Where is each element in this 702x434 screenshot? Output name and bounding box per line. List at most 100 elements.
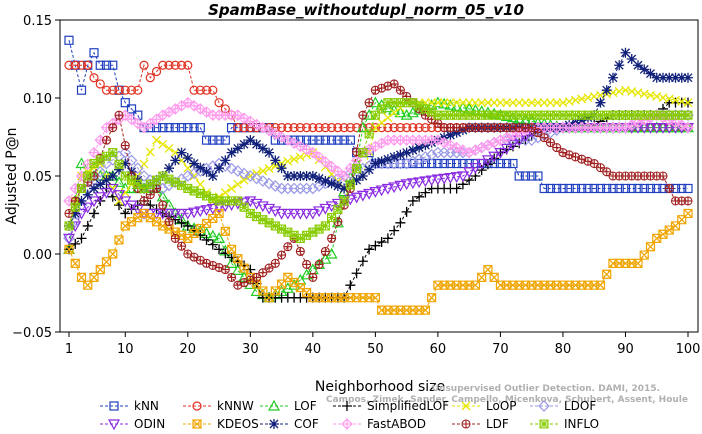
data-point-cof [639,64,650,75]
data-point-knnw [233,123,243,133]
y-tick-label: 0.15 [23,14,52,29]
data-point-knnw [308,123,318,133]
data-point-kdeos [602,269,612,279]
x-tick-label: 40 [305,342,322,357]
series-fastabod [63,96,694,207]
data-point-knnw [176,60,187,70]
data-point-inflo [245,208,255,218]
data-point-knnw [389,123,399,133]
legend-item-cof: COF [260,417,319,431]
data-point-cof [576,115,587,126]
data-point-inflo [345,180,355,190]
data-point-kdeos [477,272,487,282]
data-point-simplifiedlof [414,191,425,202]
data-point-simplifiedlof [145,200,156,211]
data-point-knn [545,183,556,194]
data-point-cof [364,164,375,175]
data-point-cof [307,171,318,181]
data-point-knnw [214,98,224,108]
data-point-lof [325,247,338,259]
data-point-knn [158,123,168,133]
data-point-ldof [682,109,694,122]
legend-marker-fastabod [341,418,353,430]
data-point-knn [620,183,631,194]
data-point-fastabod [182,96,194,109]
data-point-cof [214,163,225,174]
data-point-ldf [533,128,543,138]
data-point-fastabod [238,112,250,125]
data-point-cof [332,180,343,191]
data-point-fastabod [300,143,313,156]
data-point-ldf [545,138,555,148]
data-point-knn [76,85,87,95]
data-point-inflo [427,107,437,117]
legend-marker-inflo [539,419,549,429]
data-point-ldof [181,170,194,182]
data-point-knnw [70,60,80,70]
data-point-cof [70,208,81,219]
data-point-ldf [552,143,562,153]
data-point-inflo [264,218,274,228]
data-point-inflo [295,233,305,243]
data-point-inflo [176,180,187,190]
data-point-knn [458,158,468,169]
y-axis-ticks: −0.05 0.00 0.05 0.10 0.15 [12,14,60,341]
data-point-loop [377,118,387,128]
data-point-ldf [308,272,318,282]
data-point-knnw [76,60,87,70]
data-point-knn [639,183,649,194]
data-point-cof [407,145,418,156]
data-point-odin [475,158,488,170]
data-point-knnw [170,60,180,70]
data-point-odin [294,208,307,220]
data-point-knn [608,183,618,194]
legend-item-knn: kNN [100,399,159,413]
data-point-knnw [164,60,174,70]
data-point-loop [508,98,518,108]
data-point-ldf [114,110,124,120]
data-point-fastabod [257,121,269,134]
data-point-inflo [420,104,430,114]
data-point-kdeos [427,293,437,303]
data-point-fastabod [200,106,213,118]
data-point-loop [389,108,399,118]
data-point-fastabod [319,156,332,168]
data-point-odin [438,173,451,185]
data-point-cof [201,166,212,177]
data-point-loop [145,147,155,157]
data-point-ldf [170,233,180,243]
data-point-ldof [263,177,275,190]
data-point-inflo [164,174,174,184]
data-point-ldf [314,259,324,269]
data-point-cof [445,130,456,141]
data-point-inflo [158,171,168,181]
data-point-knn [602,183,612,194]
data-point-cof [82,189,93,200]
data-point-inflo [377,104,387,114]
data-point-loop [470,98,480,108]
data-point-simplifiedlof [395,217,406,228]
data-point-cof [232,143,243,154]
data-point-fastabod [150,113,163,126]
data-point-ldof [94,165,107,178]
data-point-cof [451,127,462,138]
data-point-cof [683,72,693,83]
data-point-ldf [164,217,174,227]
data-point-knn [201,135,212,145]
legend-marker-ldf [461,419,471,429]
data-point-kdeos [70,258,80,268]
data-point-knn [195,123,205,133]
data-point-knnw [289,123,299,133]
data-point-knn [495,158,506,169]
data-point-knnw [327,123,337,133]
series-line-ldf [68,83,688,286]
legend-marker-knn [109,401,119,411]
data-point-ldof [413,153,425,166]
legend-item-simplifiedlof: SimplifiedLOF [333,399,449,413]
data-point-inflo [358,148,368,158]
data-point-fastabod [313,151,325,164]
data-point-knn [126,104,137,114]
data-point-kdeos [420,305,430,315]
data-point-inflo [170,177,180,187]
